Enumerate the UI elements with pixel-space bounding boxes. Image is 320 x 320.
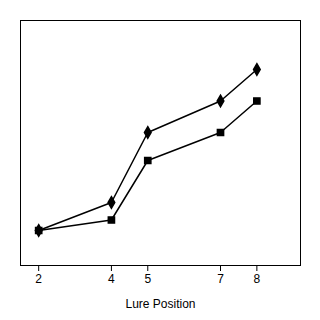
- svg-text:5: 5: [144, 272, 151, 286]
- svg-text:4: 4: [108, 272, 115, 286]
- svg-text:Lure Position: Lure Position: [125, 297, 195, 311]
- svg-text:8: 8: [254, 272, 261, 286]
- svg-text:7: 7: [217, 272, 224, 286]
- svg-text:2: 2: [35, 272, 42, 286]
